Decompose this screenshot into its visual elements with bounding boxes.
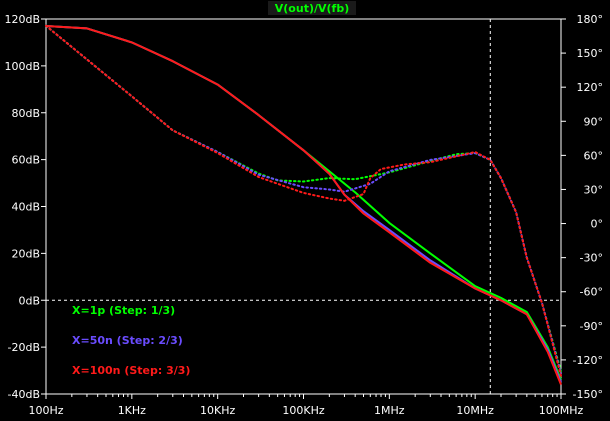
legend-entry-2: X=50n (Step: 2/3) [72,334,183,347]
y-left-tick-label: 120dB [4,13,40,26]
x-tick-label: 100Hz [28,404,63,417]
y-right-tick-label: 60° [584,149,604,162]
y-left-tick-label: -20dB [8,341,41,354]
y-right-tick-label: 120° [577,81,604,94]
y-right-tick-label: -90° [580,320,603,333]
y-left-tick-label: -40dB [8,388,41,401]
y-right-tick-label: -150° [573,388,603,401]
y-right-tick-label: 30° [584,183,604,196]
y-right-tick-label: -60° [580,286,603,299]
legend-entry-3: X=100n (Step: 3/3) [72,364,190,377]
y-left-tick-label: 100dB [4,60,40,73]
y-right-tick-label: 90° [584,115,604,128]
y-right-tick-label: -120° [573,354,603,367]
y-left-tick-label: 60dB [11,154,40,167]
x-tick-label: 1MHz [374,404,405,417]
x-tick-label: 100KHz [282,404,324,417]
y-right-tick-label: 150° [577,47,604,60]
legend: X=1p (Step: 1/3) X=50n (Step: 2/3) X=100n … [72,304,190,377]
y-left-tick-label: 0dB [18,294,40,307]
magnitude-trace-3[interactable] [45,25,562,385]
y-left-tick-label: 20dB [11,247,40,260]
phase-trace-3[interactable] [45,24,562,377]
x-tick-label: 10MHz [456,404,494,417]
grid [46,19,561,394]
phase-trace-1[interactable] [45,24,562,373]
series-3 [45,24,562,385]
y-right-tick-label: -30° [580,252,603,265]
y-right-tick-label: 180° [577,13,604,26]
y-left-tick-label: 40dB [11,201,40,214]
x-tick-label: 10KHz [200,404,235,417]
y-left-tick-label: 80dB [11,107,40,120]
title-box [268,1,356,15]
x-tick-label: 100MHz [539,404,584,417]
legend-entry-1: X=1p (Step: 1/3) [72,304,175,317]
chart-title[interactable]: V(out)/V(fb) [275,2,349,15]
traces [45,24,562,385]
y-right-tick-label: 0° [591,218,604,231]
axes: 100Hz 1KHz 10KHz 100KHz 1MHz 10MHz 100MHz 120dB… [4,13,603,417]
x-tick-label: 1KHz [118,404,146,417]
